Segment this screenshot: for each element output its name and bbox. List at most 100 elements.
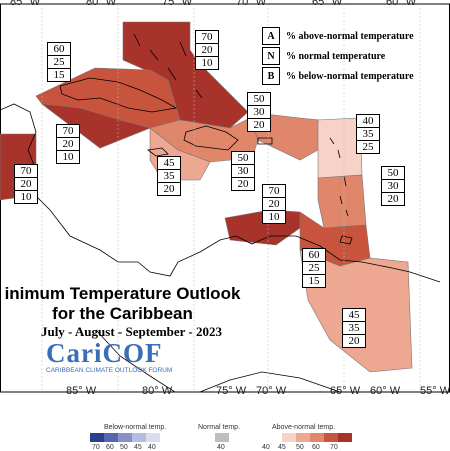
prob-box-hispaniola: 50 30 20	[231, 151, 255, 191]
swatch-below-50	[118, 433, 132, 442]
tick-above-40: 40	[262, 444, 270, 451]
prob-below: 20	[237, 178, 249, 190]
prob-normal: 25	[303, 262, 325, 275]
prob-above: 45	[158, 157, 180, 170]
swatch-above-40	[282, 433, 296, 442]
prob-below: 25	[362, 141, 374, 153]
lon-label-bottom-65: 65° W	[330, 385, 361, 397]
lon-label-bottom-75: 75° W	[216, 385, 247, 397]
prob-above: 70	[57, 125, 79, 138]
tick-below-70: 70	[92, 444, 100, 451]
swatch-above-50	[310, 433, 324, 442]
prob-below: 20	[348, 335, 360, 347]
prob-above: 40	[357, 115, 379, 128]
prob-above: 60	[303, 249, 325, 262]
key-text-above: % above-normal temperature	[286, 30, 414, 42]
prob-below: 15	[53, 69, 65, 81]
caricof-logo: CariCOF	[46, 338, 163, 368]
key-text-normal: % normal temperature	[286, 50, 386, 62]
prob-normal: 30	[382, 180, 404, 193]
prob-normal: 20	[263, 198, 285, 211]
prob-box-windwards: 50 30 20	[381, 166, 405, 206]
prob-above: 70	[263, 185, 285, 198]
tick-below-50: 50	[120, 444, 128, 451]
prob-normal: 35	[357, 128, 379, 141]
scale-normal-label: Normal temp.	[198, 424, 241, 431]
tick-above-70: 70	[330, 444, 338, 451]
tick-above-45: 45	[278, 444, 286, 451]
prob-normal: 25	[48, 56, 70, 69]
prob-above: 50	[248, 93, 270, 106]
tick-below-40: 40	[148, 444, 156, 451]
tick-above-60: 60	[312, 444, 320, 451]
region-cuba-central	[40, 103, 151, 149]
tick-below-60: 60	[106, 444, 114, 451]
prob-below: 20	[387, 193, 399, 205]
key-text-below: % below-normal temperature	[286, 70, 414, 82]
tick-normal-40: 40	[217, 444, 225, 451]
lon-label-bottom-85: 85° W	[66, 385, 97, 397]
lon-label-85: 85° W	[10, 0, 41, 8]
lon-label-bottom-55: 55° W	[420, 385, 450, 397]
swatch-below-45	[132, 433, 146, 442]
prob-box-guianas: 45 35 20	[342, 308, 366, 348]
key-letter-below: B	[262, 67, 280, 85]
swatch-above-60	[324, 433, 338, 442]
lon-label-bottom-60: 60° W	[370, 385, 401, 397]
prob-normal: 20	[196, 44, 218, 57]
key-letter-normal: N	[262, 47, 280, 65]
prob-above: 60	[48, 43, 70, 56]
key-row-below: B % below-normal temperature	[262, 66, 444, 86]
prob-above: 45	[343, 309, 365, 322]
season-label: July - August - September - 2023	[40, 324, 223, 339]
prob-normal: 20	[57, 138, 79, 151]
map-title: inimum Temperature Outlook	[4, 284, 241, 303]
prob-above: 70	[15, 165, 37, 178]
swatch-below-60	[104, 433, 118, 442]
prob-normal: 35	[158, 170, 180, 183]
prob-normal: 35	[343, 322, 365, 335]
region-windwards	[317, 174, 367, 229]
prob-above: 70	[196, 31, 218, 44]
tick-below-45: 45	[134, 444, 142, 451]
swatch-above-70	[338, 433, 352, 442]
key-letter-above: A	[262, 27, 280, 45]
prob-box-bahamas: 70 20 10	[195, 30, 219, 70]
swatch-normal-40	[215, 433, 229, 442]
prob-normal: 20	[15, 178, 37, 191]
prob-below: 15	[308, 275, 320, 287]
prob-box-central-america: 70 20 10	[14, 164, 38, 204]
prob-normal: 30	[248, 106, 270, 119]
caricof-logo-subtext: CARIBBEAN CLIMATE OUTLOOK FORUM	[46, 367, 173, 374]
lon-label-60: 60° W	[386, 0, 417, 8]
key-row-above: A % above-normal temperature	[262, 26, 444, 46]
prob-below: 20	[163, 183, 175, 195]
key-row-normal: N % normal temperature	[262, 46, 444, 66]
swatch-above-45	[296, 433, 310, 442]
swatch-below-70	[90, 433, 104, 442]
lon-label-70: 70° W	[236, 0, 267, 8]
scale-above-label: Above-normal temp.	[272, 424, 336, 431]
lon-label-bottom-80: 80° W	[142, 385, 173, 397]
probability-key: A % above-normal temperature N % normal …	[262, 26, 444, 86]
prob-below: 10	[268, 211, 280, 223]
prob-normal: 30	[232, 165, 254, 178]
prob-box-trinidad: 60 25 15	[302, 248, 326, 288]
prob-box-cuba-west: 60 25 15	[47, 42, 71, 82]
prob-box-leewards: 40 35 25	[356, 114, 380, 154]
lon-label-80: 80° W	[86, 0, 117, 8]
lon-label-bottom-70: 70° W	[256, 385, 287, 397]
prob-box-cuba-central: 70 20 10	[56, 124, 80, 164]
map-subtitle: for the Caribbean	[52, 304, 193, 323]
prob-box-puerto-rico: 50 30 20	[247, 92, 271, 132]
prob-box-abc-islands: 70 20 10	[262, 184, 286, 224]
lon-label-65: 65° W	[312, 0, 343, 8]
tick-above-50: 50	[296, 444, 304, 451]
prob-below: 20	[253, 119, 265, 131]
coastlines	[0, 33, 441, 393]
prob-below: 10	[62, 151, 74, 163]
scale-below-label: Below-normal temp.	[104, 424, 167, 431]
prob-box-jamaica: 45 35 20	[157, 156, 181, 196]
prob-above: 50	[232, 152, 254, 165]
prob-below: 10	[201, 57, 213, 69]
